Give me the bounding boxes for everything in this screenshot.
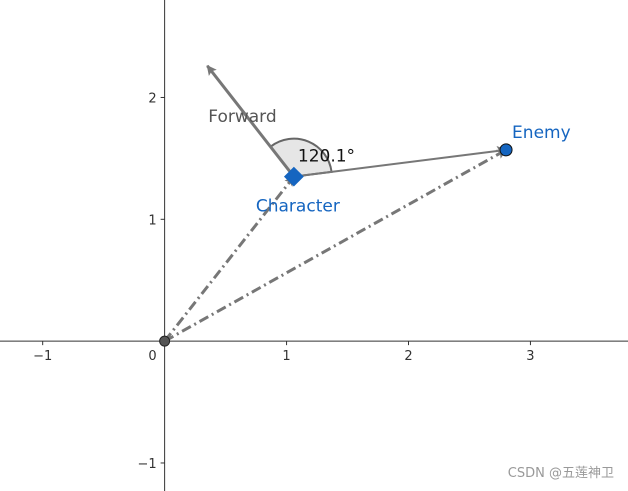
origin-point — [159, 335, 171, 347]
y-tick-label: −1 — [137, 457, 156, 472]
enemy-label: Enemy — [512, 123, 571, 143]
character-point — [283, 166, 304, 187]
forward-vector — [206, 64, 296, 178]
x-tick-label: 1 — [282, 349, 290, 364]
forward-label: Forward — [208, 107, 276, 127]
x-tick-label: 3 — [526, 349, 534, 364]
enemy-point — [499, 143, 513, 157]
origin-label: 0 — [148, 349, 156, 364]
y-tick-label: 2 — [148, 91, 156, 106]
angle-sector — [269, 137, 333, 178]
y-tick-label: 1 — [148, 213, 156, 228]
x-tick-label: 2 — [404, 349, 412, 364]
character-label: Character — [256, 197, 340, 217]
origin-to-enemy-vector — [163, 148, 507, 343]
character-to-enemy-vector — [293, 146, 508, 178]
watermark: CSDN @五莲神卫 — [507, 466, 614, 481]
angle-label: 120.1° — [298, 147, 355, 167]
x-tick-label: −1 — [33, 349, 52, 364]
origin-to-character-vector — [163, 175, 296, 343]
